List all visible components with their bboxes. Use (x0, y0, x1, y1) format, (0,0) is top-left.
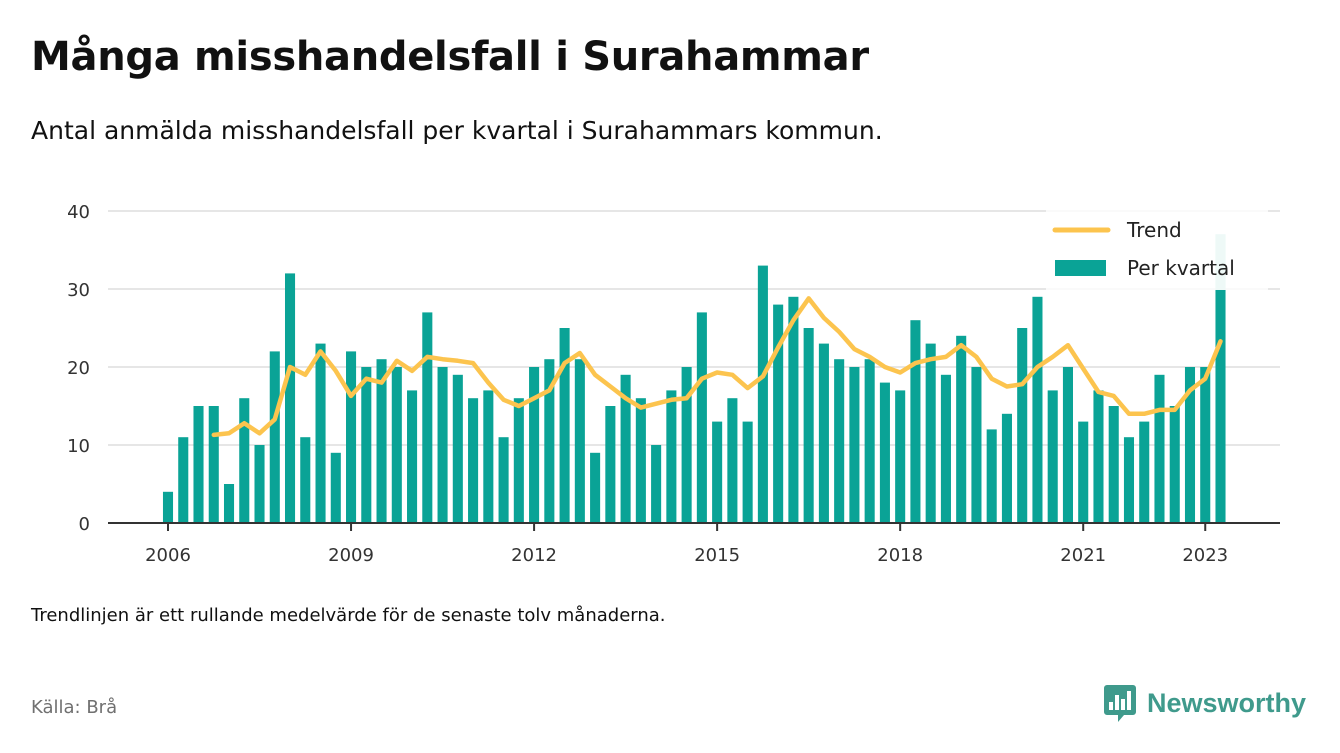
bar (376, 359, 387, 523)
y-tick-label: 40 (67, 202, 90, 223)
trend-line (211, 296, 1223, 438)
bar (925, 343, 936, 523)
bar (1169, 406, 1180, 523)
bar (544, 359, 555, 523)
bar (162, 491, 174, 523)
x-tick-label: 2015 (694, 545, 740, 566)
bar (346, 351, 357, 523)
bar (284, 273, 296, 523)
bar (681, 367, 692, 523)
bar (620, 374, 631, 523)
bar (483, 390, 494, 523)
bar (300, 437, 311, 523)
bar (1154, 374, 1165, 523)
bar (651, 445, 662, 523)
bar (803, 328, 814, 523)
bar-line-chart: 0 10 20 30 40 2006 2009 2012 2015 2018 2021 2023 T… (67, 202, 1280, 566)
legend-trend-label: Trend (1126, 218, 1182, 242)
bar (498, 437, 509, 523)
bar (788, 296, 799, 523)
bar (940, 374, 951, 523)
bar (223, 484, 235, 523)
bar (696, 312, 707, 523)
bar (971, 367, 982, 523)
bar (1139, 421, 1150, 523)
bar (910, 320, 921, 523)
y-tick-label: 0 (79, 514, 90, 535)
bar (269, 351, 280, 523)
x-tick-label: 2009 (328, 545, 374, 566)
bar (178, 437, 189, 523)
bar (605, 406, 616, 523)
source-label: Källa: Brå (31, 697, 118, 718)
line-series-trend (211, 296, 1223, 438)
bar (1062, 367, 1073, 523)
y-tick-label: 30 (67, 280, 90, 301)
chart-subtitle: Antal anmälda misshandelsfall per kvarta… (31, 116, 883, 145)
legend-bars-label: Per kvartal (1127, 256, 1235, 280)
bar (712, 421, 723, 523)
bar (849, 367, 860, 523)
bar (193, 406, 204, 523)
bar (437, 367, 448, 523)
bar (727, 398, 738, 523)
bar (559, 328, 570, 523)
bar (315, 343, 326, 523)
bar-chart-speech-bubble-icon (1104, 685, 1136, 722)
bar (468, 398, 479, 523)
bar (574, 359, 585, 523)
bar (513, 398, 524, 523)
legend: Trend Per kvartal (1046, 204, 1268, 290)
legend-bars-swatch (1055, 260, 1106, 276)
bar (879, 382, 890, 523)
bar (773, 304, 784, 523)
bar (330, 452, 341, 523)
bar (590, 452, 601, 523)
bar (742, 421, 753, 523)
bar (1047, 390, 1058, 523)
bar (1078, 421, 1089, 523)
bar (956, 335, 967, 523)
bar (1200, 367, 1211, 523)
newsworthy-logo: Newsworthy (1103, 683, 1306, 723)
x-tick-label: 2006 (145, 545, 191, 566)
bar (254, 445, 265, 523)
bar (361, 367, 372, 523)
bar (1032, 296, 1043, 523)
chart-title: Många misshandelsfall i Surahammar (31, 34, 869, 80)
bar-series-per-kvartal (162, 234, 1226, 523)
bar (895, 390, 906, 523)
bar (864, 359, 875, 523)
bar (208, 406, 219, 523)
bar (986, 429, 997, 523)
bar (635, 398, 646, 523)
x-tick-label: 2021 (1060, 545, 1106, 566)
bar (529, 367, 540, 523)
x-tick-label: 2012 (511, 545, 557, 566)
y-tick-label: 20 (67, 358, 90, 379)
bar (834, 359, 845, 523)
axes: 2006 2009 2012 2015 2018 2021 2023 (108, 522, 1280, 566)
trend-note: Trendlinjen är ett rullande medelvärde f… (31, 605, 666, 626)
bar (1123, 437, 1135, 523)
y-tick-label: 10 (67, 436, 90, 457)
bar (757, 265, 768, 523)
bar (1184, 367, 1196, 523)
bar (407, 390, 418, 523)
x-tick-label: 2023 (1182, 545, 1228, 566)
bar (818, 343, 829, 523)
bar (666, 390, 677, 523)
bar (1001, 413, 1012, 523)
bar (239, 398, 250, 523)
x-tick-label: 2018 (877, 545, 923, 566)
brand-name: Newsworthy (1147, 687, 1307, 718)
bar (391, 367, 402, 523)
bar (1017, 328, 1028, 523)
bar (1093, 390, 1104, 523)
bar (452, 374, 463, 523)
bar (1108, 406, 1119, 523)
bar (422, 312, 433, 523)
bar (1215, 234, 1226, 523)
